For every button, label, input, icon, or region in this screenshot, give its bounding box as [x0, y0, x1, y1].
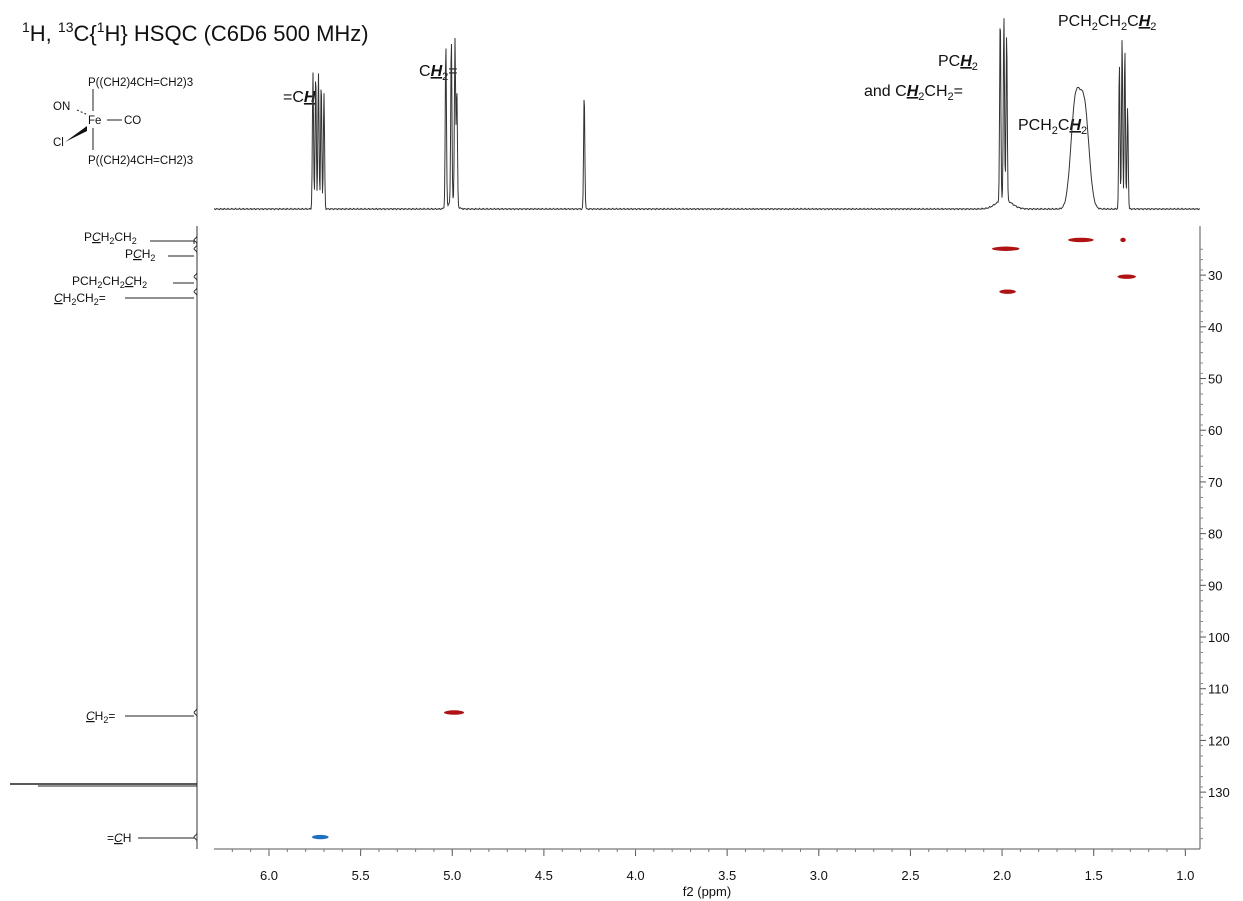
y-tick-label: 60 — [1208, 423, 1222, 438]
y-tick-label: 120 — [1208, 733, 1230, 748]
f2-projection-trace — [213, 18, 1200, 211]
carbon-label-ch2ch2: CH2CH2= — [54, 291, 106, 307]
no-label: ON — [53, 101, 70, 113]
x-tick-label: 3.5 — [718, 868, 736, 883]
cross-peak — [1120, 237, 1126, 243]
cross-peak — [991, 246, 1020, 251]
y-tick-label: 90 — [1208, 578, 1222, 593]
title-sup-1b: 1 — [97, 19, 105, 35]
x-tick-label: 4.5 — [535, 868, 553, 883]
x-tick-label: 5.5 — [352, 868, 370, 883]
title-sup-1: 1 — [22, 19, 30, 35]
y-tick-label: 110 — [1208, 682, 1229, 697]
title-sup-13: 13 — [58, 19, 74, 35]
cross-peak — [444, 710, 465, 715]
cross-peaks — [312, 237, 1136, 840]
top-ligand-label: P((CH2)4CH=CH2)3 — [88, 77, 193, 89]
iron-complex-structure: P((CH2)4CH=CH2)3 ON Fe CO Cl P((CH2)4CH=… — [53, 77, 193, 167]
carbon-label-eq-ch: =CH — [107, 831, 131, 845]
title-part-1: H, — [30, 21, 58, 46]
carbon-label-pch2ch2ch2: PCH2CH2CH2 — [72, 274, 147, 290]
cross-peak — [1117, 274, 1136, 279]
title-c: C{ — [74, 21, 97, 46]
peak-label-pch2ch2ch2: PCH2CH2CH2 — [1058, 13, 1156, 33]
carbon-label-pch2: PCH2 — [125, 247, 155, 263]
x-axis-label: f2 (ppm) — [683, 884, 731, 899]
no-bond — [76, 109, 89, 116]
y-tick-label: 80 — [1208, 527, 1222, 542]
title-rest: H} HSQC (C6D6 500 MHz) — [105, 21, 369, 46]
y-tick-label: 130 — [1208, 785, 1230, 800]
carbon-label-leaders — [125, 240, 195, 839]
cl-label: Cl — [53, 137, 64, 149]
x-tick-label: 2.0 — [993, 868, 1011, 883]
x-tick-label: 1.5 — [1085, 868, 1103, 883]
carbon-label-pch2ch2: PCH2CH2 — [84, 230, 137, 246]
x-tick-label: 6.0 — [260, 868, 278, 883]
x-tick-label: 5.0 — [443, 868, 461, 883]
cross-peak — [999, 289, 1016, 294]
y-tick-label: 100 — [1208, 630, 1230, 645]
x-tick-label: 3.0 — [810, 868, 828, 883]
peak-label-pch2: PCH2 — [938, 53, 978, 73]
y-axis-ticks: 30 40 50 60 70 80 90 100 110 120 130 — [1200, 248, 1230, 840]
co-label: CO — [124, 115, 141, 127]
y-tick-label: 50 — [1208, 372, 1222, 387]
y-tick-label: 70 — [1208, 475, 1222, 490]
bottom-ligand-label: P((CH2)4CH=CH2)3 — [88, 155, 193, 167]
peak-label-eq-ch: =CH — [283, 89, 316, 106]
peak-label-pch2ch2: PCH2CH2 — [1018, 117, 1087, 137]
x-tick-label: 1.0 — [1176, 868, 1194, 883]
cross-peak — [312, 834, 329, 840]
cl-wedge-bond — [65, 126, 87, 142]
x-tick-label: 2.5 — [901, 868, 919, 883]
chart-title: 1H, 13C{1H} HSQC (C6D6 500 MHz) — [22, 19, 369, 46]
y-tick-label: 40 — [1208, 320, 1222, 335]
peak-label-ch2ch2: and CH2CH2= — [864, 83, 963, 103]
carbon-label-ch2-eq: CH2= — [86, 709, 115, 725]
y-tick-label: 30 — [1208, 268, 1222, 283]
x-tick-label: 4.0 — [626, 868, 644, 883]
x-axis-ticks: 6.0 5.5 5.0 4.5 4.0 3.5 3.0 2.5 2.0 1.5 1.0 — [231, 849, 1194, 883]
fe-label: Fe — [88, 115, 101, 127]
cross-peak — [1068, 237, 1094, 243]
f1-projection-trace — [193, 226, 198, 849]
